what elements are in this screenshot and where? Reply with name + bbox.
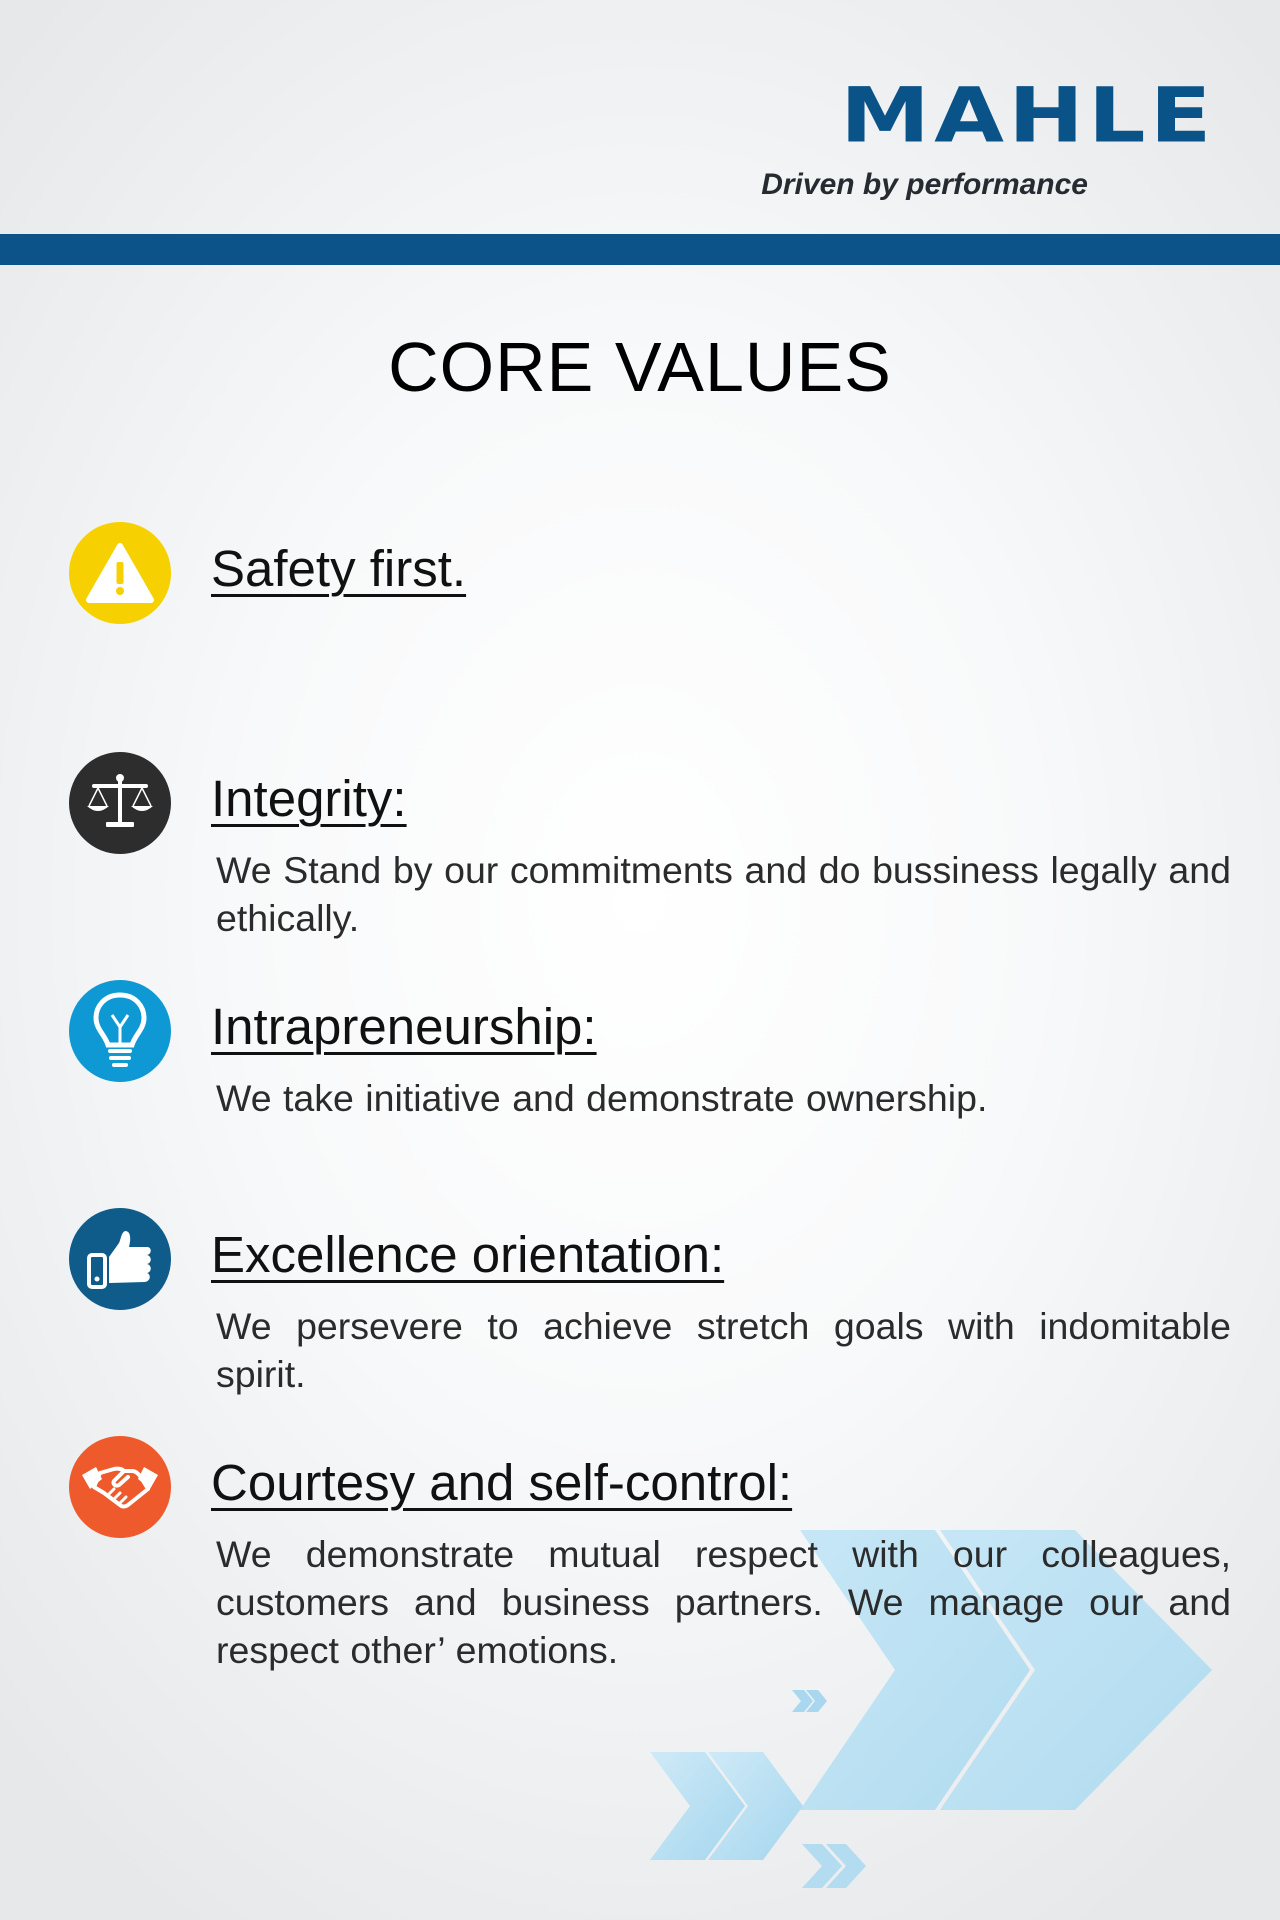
small-chevron-1 [792, 1690, 813, 1712]
brand-wordmark: MAHLE [840, 71, 1216, 160]
value-heading: Excellence orientation: [211, 1226, 725, 1283]
value-heading: Intrapreneurship: [211, 998, 597, 1055]
medium-chevron-1 [650, 1752, 745, 1860]
value-heading: Courtesy and self-control: [211, 1454, 793, 1511]
value-description: We persevere to achieve stretch goals wi… [216, 1305, 1231, 1395]
brand-tagline: Driven by performance [761, 168, 1088, 201]
value-description: We demonstrate mutual respect with our c… [216, 1533, 1231, 1671]
header-divider-bar [0, 234, 1280, 265]
thumbs-up-icon [69, 1208, 171, 1310]
value-description: We Stand by our commitments and do bussi… [216, 849, 1231, 939]
brand-logo: MAHLE Driven by performance [761, 71, 1216, 228]
tiny-chevron-2 [826, 1844, 866, 1888]
value-heading: Integrity: [211, 770, 407, 827]
scales-icon [69, 752, 171, 854]
value-heading: Safety first. [211, 540, 467, 597]
handshake-icon [69, 1436, 171, 1538]
warning-icon [69, 522, 171, 624]
small-chevron-2 [806, 1690, 827, 1712]
medium-chevron-2 [708, 1752, 803, 1860]
page-title: CORE VALUES [388, 328, 892, 406]
lightbulb-icon [69, 980, 171, 1082]
value-description: We take initiative and demonstrate owner… [216, 1077, 988, 1119]
tiny-chevron-1 [802, 1844, 842, 1888]
